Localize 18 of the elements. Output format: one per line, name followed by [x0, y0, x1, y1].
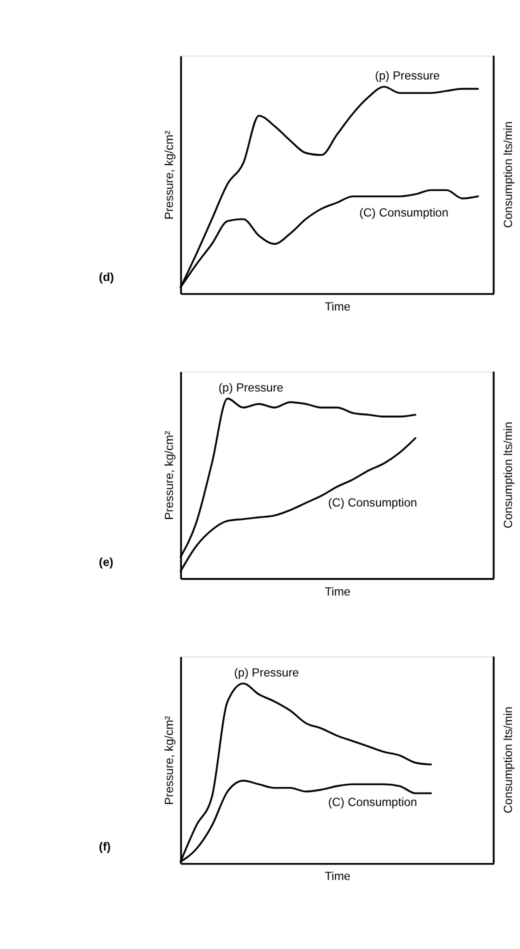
series-label: (p) Pressure: [218, 381, 284, 394]
y2-axis-title: Consumption lts/min: [502, 422, 515, 528]
text: (e): [98, 556, 114, 569]
series-label: (C) Consumption: [359, 206, 448, 220]
y-axis-title: Pressure, kg/cm²: [162, 716, 176, 805]
text: (f): [98, 840, 111, 854]
text: (d): [98, 270, 114, 284]
x-axis-title: Time: [324, 300, 351, 314]
x-axis-title: Time: [324, 870, 351, 884]
y2-axis-title: Consumption lts/min: [502, 121, 515, 228]
series-label: (p) Pressure: [375, 70, 440, 83]
y-axis-title: Pressure, kg/cm²: [162, 130, 176, 220]
series-label: (C) Consumption: [328, 796, 418, 810]
y2-axis-title: Consumption lts/min: [502, 706, 515, 814]
y-axis-title: Pressure, kg/cm²: [162, 430, 176, 520]
x-axis-title: Time: [324, 585, 351, 598]
series-label: (C) Consumption: [328, 496, 418, 510]
series-label: (p) Pressure: [234, 666, 300, 680]
